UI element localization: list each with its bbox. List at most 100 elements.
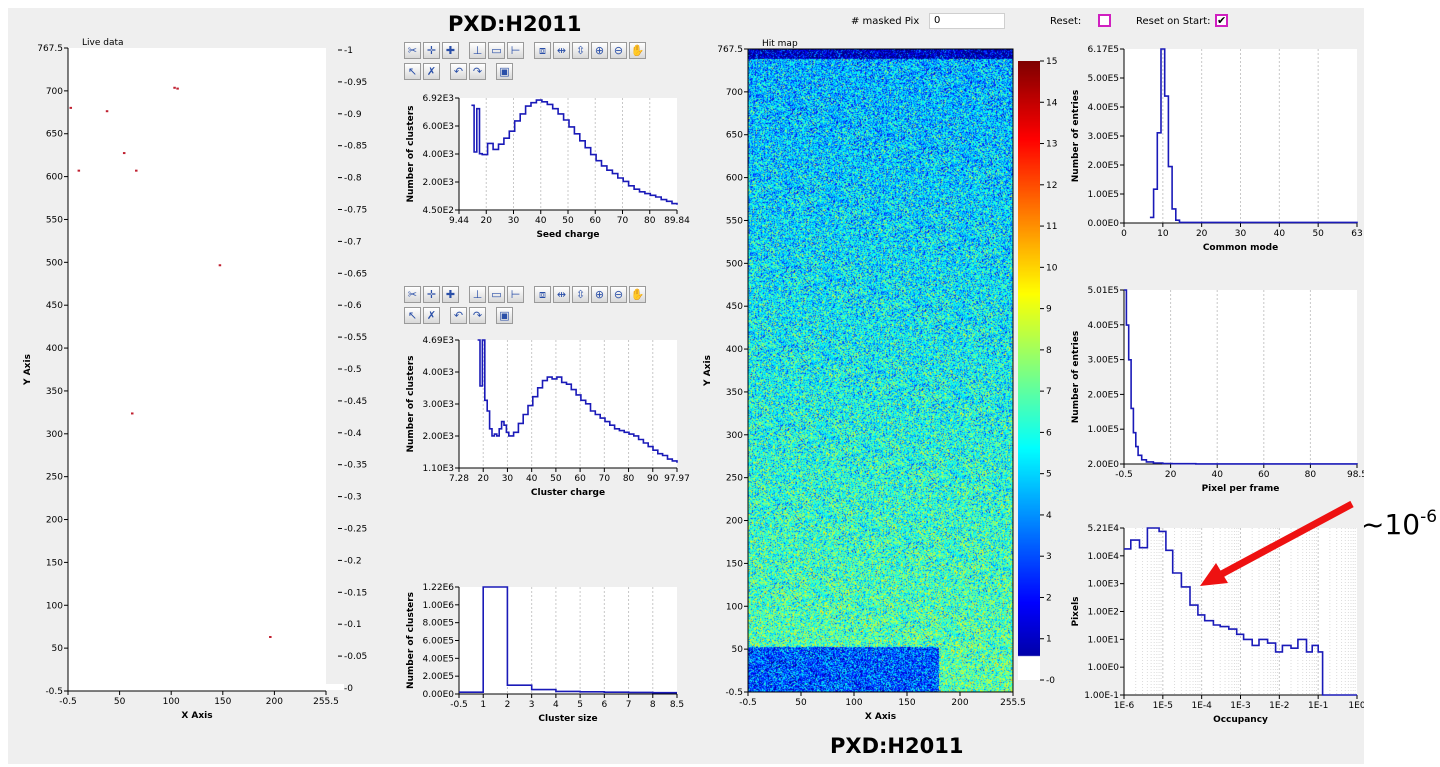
zoom-in-icon[interactable]: ⊕ [591,286,608,303]
live-scale-tick-label: -0.55 [344,333,367,343]
zoom-box-icon[interactable]: ⧈ [534,286,551,303]
live-point [130,412,134,415]
zoom-box-icon[interactable]: ⧈ [534,42,551,59]
hitmap-ytick-label: 150 [726,559,743,569]
scissors-icon[interactable]: ✂ [404,42,421,59]
hitmap-ytick-label: 350 [726,388,743,398]
live-point [269,635,272,638]
split-icon[interactable]: ⇳ [572,42,589,59]
scissors-icon[interactable]: ✂ [404,286,421,303]
redo-icon[interactable]: ↷ [469,63,486,80]
size-ytick-label: 1.00E6 [423,601,455,611]
masked-pix-input[interactable]: 0 [929,13,1005,29]
drag-icon[interactable]: ⇹ [553,286,570,303]
size-xtick-label: 8.5 [670,700,684,710]
size-xlabel: Cluster size [538,714,597,724]
common-xtick-label: 0 [1121,229,1127,239]
hitmap-image [748,49,1013,692]
cluster-ytick-label: 4.00E3 [423,368,454,378]
cluster-xlabel: Cluster charge [531,488,605,498]
live-scale-tick-label: -0.2 [344,556,362,566]
drag-icon[interactable]: ⇹ [553,42,570,59]
cluster-ytick-label: 1.10E3 [423,464,454,474]
live-xtick-label: 150 [214,697,231,707]
common-ytick-label: 2.00E5 [1088,161,1119,171]
line-icon[interactable]: ⊢ [507,286,524,303]
hitmap-ylabel: Y Axis [703,355,713,387]
occ-ytick-label: 1.00E2 [1088,608,1119,618]
live-scale-tick-label: -0.25 [344,525,367,535]
live-xtick-label: -0.5 [59,697,77,707]
erase-icon[interactable]: ✗ [423,307,440,324]
cluster-xtick-label: 40 [526,474,538,484]
cluster-xtick-label: 20 [477,474,489,484]
live-ytick-label: 250 [46,473,63,483]
pointer-icon[interactable]: ↖ [404,63,421,80]
hitmap-xlabel: X Axis [865,712,896,722]
crosshair-add-icon[interactable]: ✚ [442,286,459,303]
ppf-xtick-label: 20 [1165,470,1177,480]
pointer-icon[interactable]: ↖ [404,307,421,324]
occ-xlabel: Occupancy [1213,715,1268,725]
fit-icon[interactable]: ▭ [488,286,505,303]
size-ytick-label: 2.00E5 [423,672,454,682]
erase-icon[interactable]: ✗ [423,63,440,80]
ppf-plot-area [1124,290,1357,464]
fit-icon[interactable]: ▭ [488,42,505,59]
ppf-xtick-label: -0.5 [1115,470,1133,480]
hand-icon[interactable]: ✋ [629,286,646,303]
reset-on-start-checkbox[interactable]: ✔ [1215,14,1228,27]
print-icon[interactable]: ▣ [496,63,513,80]
seed-xtick-label: 40 [535,216,547,226]
hitmap-colorbar-tick-label: 7 [1046,387,1052,397]
hitmap-colorbar-tick-label: 8 [1046,346,1052,356]
live-scale-tick-label: -0.1 [344,620,362,630]
cluster-ytick-label: 4.69E3 [423,336,454,346]
occ-ylabel: Pixels [1071,596,1081,626]
reset-on-start-label: Reset on Start: [1136,16,1211,27]
live-ytick-label: 350 [46,387,63,397]
seed-xtick-label: 70 [617,216,629,226]
hitmap-ytick-label: 50 [732,645,744,655]
plot-toolbar-seed: ✂ ✛ ✚ ⊥ ▭ ⊢ ⧈ ⇹ ⇳ ⊕ ⊖ ✋ ↖ ✗ ↶ ↷ ▣ [404,42,694,80]
common-xlabel: Common mode [1203,243,1278,253]
size-ytick-label: 4.00E5 [423,654,454,664]
common-xtick-label: 50 [1312,229,1324,239]
hitmap-colorbar-tick-label: 5 [1046,470,1052,480]
masked-pix-label: # masked Pix [851,16,920,27]
hitmap-frame [747,48,1014,693]
crosshair-icon[interactable]: ✛ [423,42,440,59]
undo-icon[interactable]: ↶ [450,63,467,80]
live-title: Live data [82,38,124,48]
live-xlabel: X Axis [181,711,212,721]
zoom-out-icon[interactable]: ⊖ [610,42,627,59]
ppf-ytick-label: 5.01E5 [1088,286,1119,296]
hitmap-colorbar-tick-label: -0 [1046,676,1055,686]
live-scale-tick-label: -0.15 [344,588,367,598]
hitmap-colorbar-tick-label: 15 [1046,57,1057,67]
seed-ytick-label: 4.00E3 [423,150,454,160]
hand-icon[interactable]: ✋ [629,42,646,59]
daq-monitor-panel: PXD:H2011 PXD:H2011 # masked Pix 0 Reset… [8,8,1364,764]
live-ytick-label: 200 [46,516,63,526]
line-icon[interactable]: ⊢ [507,42,524,59]
print-icon[interactable]: ▣ [496,307,513,324]
zoom-out-icon[interactable]: ⊖ [610,286,627,303]
reset-checkbox[interactable] [1098,14,1111,27]
seed-ytick-label: 6.00E3 [423,122,454,132]
crosshair-add-icon[interactable]: ✚ [442,42,459,59]
crosshair-icon[interactable]: ✛ [423,286,440,303]
axis-icon[interactable]: ⊥ [469,42,486,59]
split-icon[interactable]: ⇳ [572,286,589,303]
redo-icon[interactable]: ↷ [469,307,486,324]
plot-toolbar-cluster: ✂ ✛ ✚ ⊥ ▭ ⊢ ⧈ ⇹ ⇳ ⊕ ⊖ ✋ ↖ ✗ ↶ ↷ ▣ [404,286,694,324]
undo-icon[interactable]: ↶ [450,307,467,324]
common-ytick-label: 5.00E5 [1088,74,1119,84]
seed-xtick-label: 80 [644,216,656,226]
cluster-xtick-label: 7.28 [449,474,469,484]
hitmap-ytick-label: 600 [726,174,743,184]
hitmap-ytick-label: 700 [726,88,743,98]
hitmap-colorbar-tick-label: 11 [1046,222,1057,232]
zoom-in-icon[interactable]: ⊕ [591,42,608,59]
axis-icon[interactable]: ⊥ [469,286,486,303]
